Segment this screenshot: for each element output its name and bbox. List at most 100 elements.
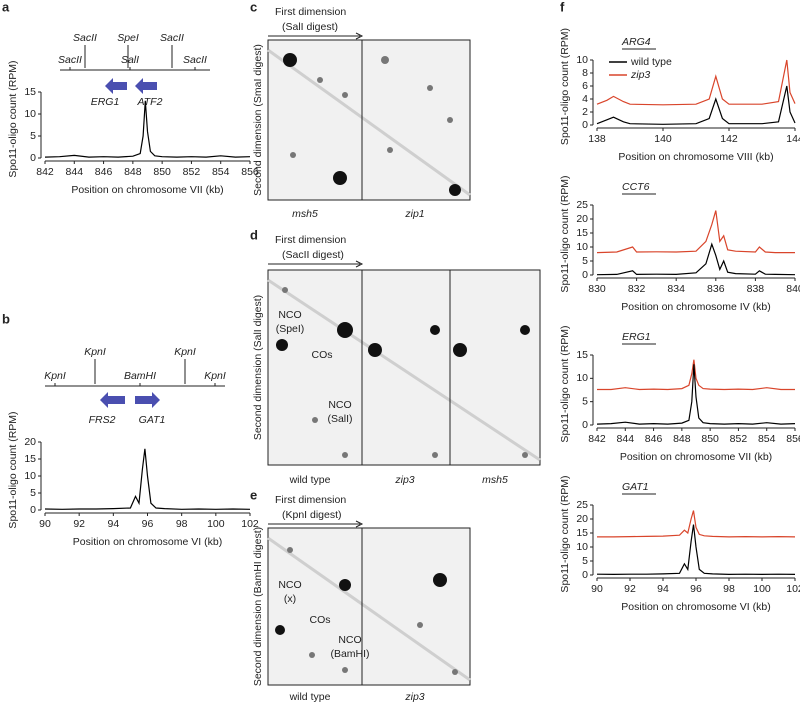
dimension-arrow xyxy=(268,260,364,268)
lane-label: zip3 xyxy=(394,474,414,486)
x-tick-label: 94 xyxy=(107,518,119,530)
gene-arrow xyxy=(135,392,160,408)
gel-second-dimension: Second dimension (SalI digest) xyxy=(252,295,264,440)
y-tick-label: 2 xyxy=(582,106,588,118)
gel-image xyxy=(267,527,471,686)
gel-second-dimension: Second dimension (SmaI digest) xyxy=(252,44,264,196)
x-tick-label: 830 xyxy=(588,283,606,295)
y-tick-label: 8 xyxy=(582,67,588,79)
y-tick-label: 10 xyxy=(576,372,588,384)
gel-spot xyxy=(430,325,440,335)
y-axis-label: Spo11-oligo count (RPM) xyxy=(559,28,571,145)
gel-spot xyxy=(312,417,318,423)
x-tick-label: 848 xyxy=(124,166,142,178)
lane-label: wild type xyxy=(289,474,331,486)
x-tick-label: 92 xyxy=(73,518,85,530)
x-tick-label: 90 xyxy=(39,518,51,530)
x-tick-label: 96 xyxy=(690,583,702,595)
series-line xyxy=(596,242,796,276)
series-line xyxy=(596,210,795,254)
gel-annotation: COs xyxy=(312,349,333,361)
gene-label: GAT1 xyxy=(139,414,166,426)
series-line xyxy=(597,510,796,538)
enzyme-site: SalI xyxy=(121,54,139,66)
chart-title: ARG4 xyxy=(621,36,651,48)
gel-spot xyxy=(387,147,393,153)
gel-diagonal xyxy=(267,48,471,197)
gel-spot xyxy=(449,184,461,196)
panel-letter: f xyxy=(560,0,565,14)
x-tick-label: 840 xyxy=(786,283,800,295)
x-axis-label: Position on chromosome VII (kb) xyxy=(620,451,772,463)
gel-first-dimension: First dimension xyxy=(275,234,346,246)
gene-label: FRS2 xyxy=(89,414,116,426)
y-tick-label: 0 xyxy=(582,569,588,581)
y-tick-label: 0 xyxy=(582,419,588,431)
enzyme-site: KpnI xyxy=(44,370,66,382)
y-tick-label: 5 xyxy=(30,487,36,499)
y-tick-label: 15 xyxy=(576,349,588,361)
y-tick-label: 5 xyxy=(582,395,588,407)
lane-label: msh5 xyxy=(292,208,318,220)
series-line xyxy=(597,359,795,391)
enzyme-site: SacII xyxy=(160,32,184,44)
panel-letter: a xyxy=(2,0,10,14)
panel-letter: e xyxy=(250,487,257,502)
gel-annotation: (x) xyxy=(284,593,296,605)
x-tick-label: 90 xyxy=(591,583,603,595)
gel-spot xyxy=(290,152,296,158)
x-tick-label: 848 xyxy=(673,433,691,445)
y-tick-label: 6 xyxy=(582,80,588,92)
gel-digest: (SalI digest) xyxy=(282,21,338,33)
y-tick-label: 25 xyxy=(576,199,588,211)
gel-digest: (SacII digest) xyxy=(282,249,344,261)
y-tick-label: 10 xyxy=(24,108,36,120)
x-tick-label: 100 xyxy=(753,583,771,595)
gel-diagonal xyxy=(267,278,541,462)
gene-arrow xyxy=(100,392,125,408)
lane-label: zip1 xyxy=(404,208,424,220)
y-tick-label: 10 xyxy=(576,54,588,66)
y-tick-label: 10 xyxy=(576,541,588,553)
enzyme-site: SacII xyxy=(73,32,97,44)
x-tick-label: 98 xyxy=(723,583,735,595)
y-tick-label: 4 xyxy=(582,93,588,105)
x-tick-label: 856 xyxy=(241,166,259,178)
y-axis-label: Spo11-oligo count (RPM) xyxy=(7,60,19,177)
gel-spot xyxy=(283,53,297,67)
chart-title: ERG1 xyxy=(622,331,651,343)
x-axis-label: Position on chromosome VI (kb) xyxy=(621,601,770,613)
gel-first-dimension: First dimension xyxy=(275,494,346,506)
gel-digest: (KpnI digest) xyxy=(282,509,342,521)
gel-annotation: (BamHI) xyxy=(330,648,369,660)
y-tick-label: 20 xyxy=(576,213,588,225)
gel-spot xyxy=(433,573,447,587)
gel-annotation: NCO xyxy=(278,579,301,591)
gel-spot xyxy=(275,625,285,635)
gel-first-dimension: First dimension xyxy=(275,6,346,18)
y-tick-label: 15 xyxy=(576,227,588,239)
gel-spot xyxy=(333,171,347,185)
x-tick-label: 846 xyxy=(95,166,113,178)
x-tick-label: 842 xyxy=(588,433,606,445)
x-tick-label: 102 xyxy=(786,583,800,595)
gel-annotation: NCO xyxy=(338,634,361,646)
y-tick-label: 20 xyxy=(576,513,588,525)
lane-label: zip3 xyxy=(404,691,424,703)
gel-spot xyxy=(432,452,438,458)
panel-letter: b xyxy=(2,311,10,326)
gel-spot xyxy=(342,92,348,98)
y-tick-label: 20 xyxy=(24,436,36,448)
series-line xyxy=(44,100,251,158)
x-tick-label: 98 xyxy=(176,518,188,530)
x-tick-label: 854 xyxy=(758,433,776,445)
x-tick-label: 850 xyxy=(701,433,719,445)
x-axis-label: Position on chromosome IV (kb) xyxy=(621,301,770,313)
y-tick-label: 25 xyxy=(576,499,588,511)
x-tick-label: 92 xyxy=(624,583,636,595)
gel-spot xyxy=(381,56,389,64)
enzyme-site: KpnI xyxy=(84,346,106,358)
gel-spot xyxy=(447,117,453,123)
gel-spot xyxy=(453,343,467,357)
enzyme-site: SacII xyxy=(183,54,207,66)
